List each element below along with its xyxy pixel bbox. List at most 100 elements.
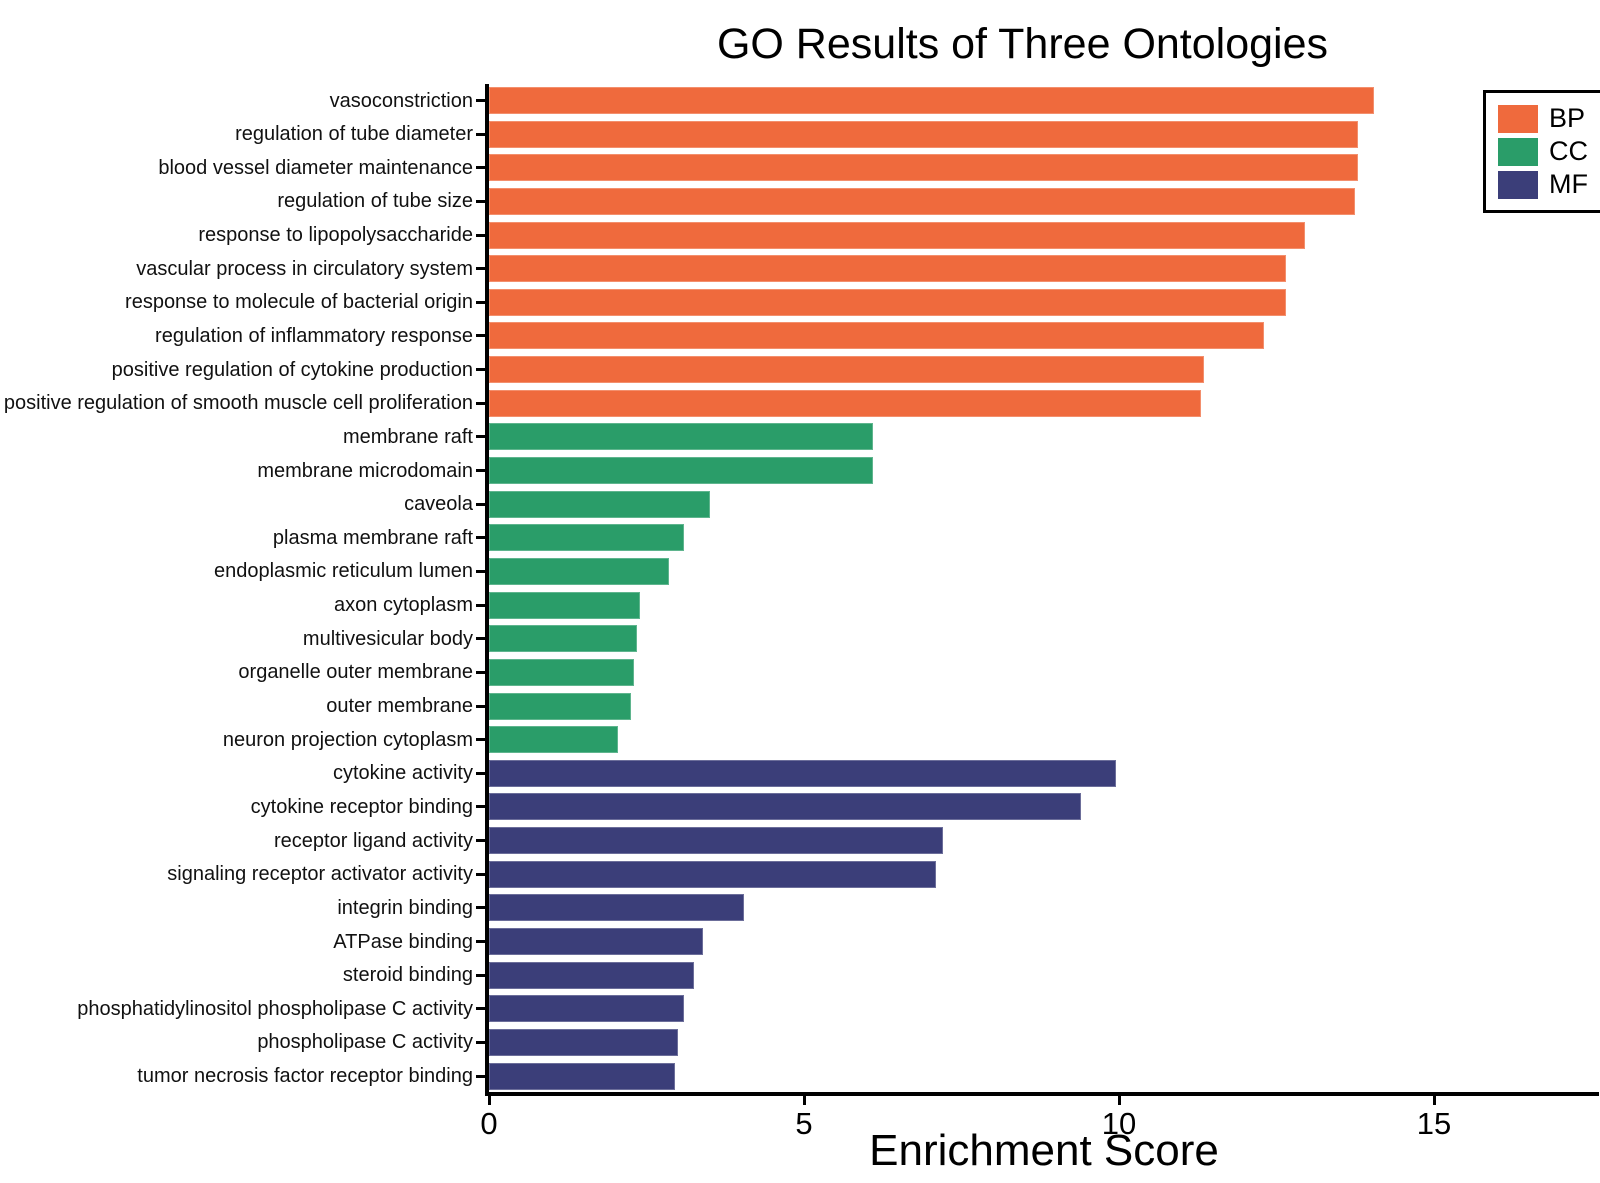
legend-key-cc bbox=[1498, 137, 1538, 166]
y-label: signaling receptor activator activity bbox=[167, 863, 473, 886]
y-label: organelle outer membrane bbox=[238, 661, 473, 684]
y-tick-mark bbox=[476, 435, 485, 439]
bar-mf-21 bbox=[489, 793, 1081, 821]
y-tick-mark bbox=[476, 839, 485, 843]
bar-cc-10 bbox=[489, 423, 873, 451]
y-label: integrin binding bbox=[337, 896, 473, 919]
y-axis-category-labels: vasoconstriction regulation of tube diame… bbox=[0, 0, 473, 1120]
y-tick-mark bbox=[476, 704, 485, 708]
plot-panel bbox=[485, 84, 1599, 1096]
y-tick-mark bbox=[476, 267, 485, 271]
y-label: axon cytoplasm bbox=[334, 594, 473, 617]
bar-bp-9 bbox=[489, 389, 1201, 417]
x-tick-label: 15 bbox=[1416, 1106, 1452, 1141]
bar-mf-23 bbox=[489, 860, 936, 888]
y-tick-mark bbox=[476, 771, 485, 775]
y-label: plasma membrane raft bbox=[272, 526, 473, 549]
legend-row-mf: MF bbox=[1498, 168, 1594, 201]
x-tick-label: 5 bbox=[795, 1106, 813, 1141]
y-label: cytokine activity bbox=[332, 762, 473, 785]
bar-mf-24 bbox=[489, 894, 744, 922]
bar-mf-27 bbox=[489, 995, 684, 1023]
y-label: response to molecule of bacterial origin bbox=[125, 291, 473, 314]
y-tick-mark bbox=[476, 603, 485, 607]
bar-bp-6 bbox=[489, 288, 1286, 316]
y-tick-mark bbox=[476, 1007, 485, 1011]
y-label: response to lipopolysaccharide bbox=[198, 224, 473, 247]
y-tick-mark bbox=[476, 1040, 485, 1044]
y-tick-mark bbox=[476, 368, 485, 372]
legend-key-bp bbox=[1498, 104, 1538, 133]
y-tick-mark bbox=[476, 569, 485, 573]
y-label: membrane raft bbox=[342, 425, 473, 448]
y-tick-mark bbox=[476, 805, 485, 809]
x-axis-title: Enrichment Score bbox=[869, 1126, 1219, 1175]
y-tick-mark bbox=[476, 536, 485, 540]
bar-bp-4 bbox=[489, 221, 1305, 249]
x-tick-mark bbox=[802, 1096, 806, 1105]
bar-bp-3 bbox=[489, 187, 1355, 215]
y-label: vasoconstriction bbox=[329, 89, 473, 112]
y-label: membrane microdomain bbox=[257, 459, 473, 482]
y-tick-mark bbox=[476, 401, 485, 405]
y-tick-mark bbox=[476, 670, 485, 674]
legend-label-cc: CC bbox=[1549, 136, 1588, 166]
y-label: blood vessel diameter maintenance bbox=[158, 156, 473, 179]
x-tick-mark bbox=[1432, 1096, 1436, 1105]
legend-row-bp: BP bbox=[1498, 102, 1594, 135]
x-tick-mark bbox=[1117, 1096, 1121, 1105]
y-label: tumor necrosis factor receptor binding bbox=[137, 1065, 473, 1088]
bar-cc-17 bbox=[489, 658, 634, 686]
y-tick-mark bbox=[476, 1074, 485, 1078]
bar-cc-19 bbox=[489, 726, 618, 754]
legend-row-cc: CC bbox=[1498, 135, 1594, 168]
y-label: positive regulation of cytokine producti… bbox=[111, 358, 473, 381]
y-tick-mark bbox=[476, 300, 485, 304]
y-tick-mark bbox=[476, 872, 485, 876]
bar-mf-26 bbox=[489, 961, 694, 989]
bar-mf-22 bbox=[489, 827, 943, 855]
y-label: positive regulation of smooth muscle cel… bbox=[3, 392, 473, 415]
y-label: ATPase binding bbox=[333, 930, 473, 953]
legend-key-mf bbox=[1498, 170, 1538, 199]
y-tick-mark bbox=[476, 166, 485, 170]
bar-mf-20 bbox=[489, 759, 1116, 787]
bar-bp-0 bbox=[489, 87, 1374, 114]
x-tick-label: 0 bbox=[480, 1106, 498, 1141]
y-tick-mark bbox=[476, 99, 485, 102]
legend: BP CC MF bbox=[1483, 90, 1600, 213]
bar-bp-5 bbox=[489, 255, 1286, 283]
x-tick-label: 10 bbox=[1101, 1106, 1137, 1141]
bar-bp-2 bbox=[489, 154, 1358, 182]
legend-label-mf: MF bbox=[1549, 169, 1588, 199]
y-label: regulation of tube diameter bbox=[235, 123, 473, 146]
y-label: steroid binding bbox=[342, 964, 473, 987]
y-tick-mark bbox=[476, 132, 485, 136]
y-tick-mark bbox=[476, 738, 485, 742]
y-label: neuron projection cytoplasm bbox=[222, 728, 473, 751]
bar-cc-12 bbox=[489, 490, 710, 518]
y-label: phospholipase C activity bbox=[257, 1031, 473, 1054]
y-tick-mark bbox=[476, 940, 485, 943]
y-tick-mark bbox=[476, 637, 485, 641]
y-tick-mark bbox=[476, 469, 485, 473]
y-label: outer membrane bbox=[326, 695, 473, 718]
y-tick-mark bbox=[476, 502, 485, 506]
y-tick-mark bbox=[476, 973, 485, 977]
bar-cc-13 bbox=[489, 524, 684, 552]
y-label: caveola bbox=[404, 493, 473, 516]
y-tick-mark bbox=[476, 334, 485, 338]
y-label: cytokine receptor binding bbox=[250, 795, 473, 818]
bar-cc-16 bbox=[489, 625, 637, 653]
bar-mf-29 bbox=[489, 1062, 675, 1090]
y-label: vascular process in circulatory system bbox=[136, 257, 473, 280]
y-label: regulation of inflammatory response bbox=[155, 324, 473, 347]
bar-bp-7 bbox=[489, 322, 1264, 350]
y-label: multivesicular body bbox=[302, 627, 473, 650]
bar-bp-1 bbox=[489, 120, 1358, 148]
y-label: phosphatidylinositol phospholipase C act… bbox=[77, 997, 473, 1020]
y-label: regulation of tube size bbox=[277, 190, 473, 213]
bar-cc-15 bbox=[489, 591, 640, 619]
y-tick-mark bbox=[476, 233, 485, 237]
bar-mf-25 bbox=[489, 928, 703, 955]
